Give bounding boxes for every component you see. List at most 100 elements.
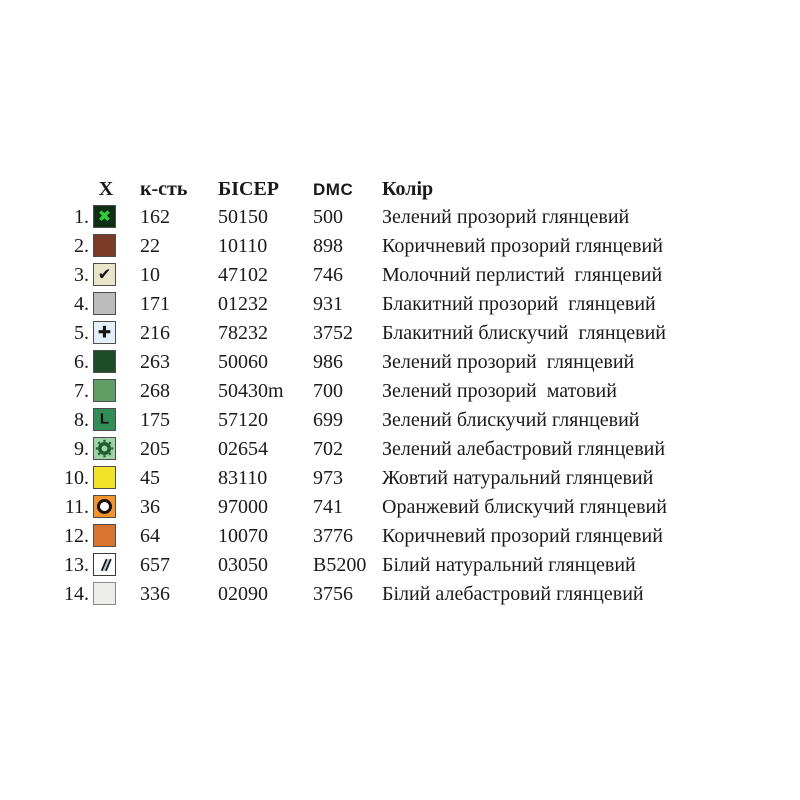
donut-icon — [97, 499, 112, 514]
color-cell: Молочний перлистий глянцевий — [382, 263, 663, 286]
row-number: 13. — [64, 553, 89, 576]
count-cell: 205 — [140, 437, 170, 460]
count-cell: 216 — [140, 321, 170, 344]
color-cell: Зелений прозорий матовий — [382, 379, 617, 402]
symbol-cell — [89, 524, 137, 547]
symbol-cell: ✔ — [89, 263, 137, 286]
table-row: 1. ✖ 162 50150 500 Зелений прозорий глян… — [61, 202, 667, 231]
row-number: 10. — [64, 466, 89, 489]
legend-rows: 1. ✖ 162 50150 500 Зелений прозорий глян… — [61, 202, 667, 608]
symbol-cell — [89, 234, 137, 257]
bead-cell: 01232 — [218, 292, 268, 315]
symbol-swatch — [93, 553, 116, 576]
dmc-cell: 700 — [313, 379, 343, 402]
color-cell: Зелений блискучий глянцевий — [382, 408, 640, 431]
dmc-cell: 741 — [313, 495, 343, 518]
row-number: 4. — [74, 292, 89, 315]
header-color: Колір — [382, 178, 434, 200]
dmc-cell: 931 — [313, 292, 343, 315]
row-number: 5. — [74, 321, 89, 344]
symbol-swatch: ✖ — [93, 205, 116, 228]
color-cell: Білий алебастровий глянцевий — [382, 582, 644, 605]
bead-cell: 02654 — [218, 437, 268, 460]
color-cell: Зелений алебастровий глянцевий — [382, 437, 666, 460]
symbol-swatch — [93, 437, 116, 460]
count-cell: 263 — [140, 350, 170, 373]
table-row: 11. 36 97000 741 Оранжевий блискучий гля… — [61, 492, 667, 521]
row-number: 1. — [74, 205, 89, 228]
color-cell: Зелений прозорий глянцевий — [382, 205, 630, 228]
row-number: 7. — [74, 379, 89, 402]
letter-L-icon: L — [99, 410, 110, 428]
count-cell: 45 — [140, 466, 160, 489]
count-cell: 175 — [140, 408, 170, 431]
header-bead: БІСЕР — [218, 178, 280, 200]
bead-cell: 83110 — [218, 466, 268, 489]
symbol-swatch — [93, 379, 116, 402]
row-number: 14. — [64, 582, 89, 605]
dmc-cell: 898 — [313, 234, 343, 257]
bead-cell: 10110 — [218, 234, 268, 257]
symbol-swatch — [93, 495, 116, 518]
color-legend-table: X к-сть БІСЕР DMC Колір 1. ✖ 162 50150 5… — [61, 176, 667, 608]
symbol-swatch — [93, 292, 116, 315]
table-row: 13. 657 03050 B5200 Білий натуральний гл… — [61, 550, 667, 579]
color-cell: Оранжевий блискучий глянцевий — [382, 495, 667, 518]
dmc-cell: 702 — [313, 437, 343, 460]
table-row: 12. 64 10070 3776 Коричневий прозорий гл… — [61, 521, 667, 550]
dmc-cell: 746 — [313, 263, 343, 286]
count-cell: 22 — [140, 234, 160, 257]
bead-cell: 02090 — [218, 582, 268, 605]
color-cell: Блакитний блискучий глянцевий — [382, 321, 666, 344]
count-cell: 657 — [140, 553, 170, 576]
dmc-cell: 973 — [313, 466, 343, 489]
row-number: 6. — [74, 350, 89, 373]
symbol-swatch: ✚ — [93, 321, 116, 344]
symbol-cell — [89, 466, 137, 489]
x-cross-icon: ✖ — [97, 206, 112, 225]
color-cell: Білий натуральний глянцевий — [382, 553, 636, 576]
bead-cell: 03050 — [218, 553, 268, 576]
count-cell: 162 — [140, 205, 170, 228]
symbol-swatch: L — [93, 408, 116, 431]
color-cell: Блакитний прозорий глянцевий — [382, 292, 656, 315]
bead-cell: 50060 — [218, 350, 268, 373]
table-row: 9. 205 02654 702 Зелений алебастровий гл… — [61, 434, 667, 463]
bead-cell: 50430m — [218, 379, 284, 402]
color-cell: Жовтий натуральний глянцевий — [382, 466, 654, 489]
table-row: 8. L 175 57120 699 Зелений блискучий гля… — [61, 405, 667, 434]
dmc-cell: 3776 — [313, 524, 353, 547]
count-cell: 336 — [140, 582, 170, 605]
symbol-cell — [89, 553, 137, 576]
plus-icon: ✚ — [97, 322, 112, 341]
symbol-cell — [89, 582, 137, 605]
symbol-swatch — [93, 524, 116, 547]
symbol-swatch: ✔ — [93, 263, 116, 286]
bead-cell: 57120 — [218, 408, 268, 431]
bead-cell: 78232 — [218, 321, 268, 344]
symbol-cell: L — [89, 408, 137, 431]
row-number: 9. — [74, 437, 89, 460]
symbol-cell — [89, 379, 137, 402]
color-cell: Коричневий прозорий глянцевий — [382, 234, 663, 257]
table-row: 3. ✔ 10 47102 746 Молочний перлистий гля… — [61, 260, 667, 289]
dmc-cell: 699 — [313, 408, 343, 431]
symbol-swatch — [93, 466, 116, 489]
dmc-cell: 3752 — [313, 321, 353, 344]
symbol-cell: ✖ — [89, 205, 137, 228]
gear-icon — [95, 439, 114, 458]
symbol-cell — [89, 350, 137, 373]
count-cell: 36 — [140, 495, 160, 518]
header-dmc: DMC — [313, 179, 354, 199]
symbol-cell — [89, 437, 137, 460]
dmc-cell: 3756 — [313, 582, 353, 605]
count-cell: 268 — [140, 379, 170, 402]
table-row: 4. 171 01232 931 Блакитний прозорий глян… — [61, 289, 667, 318]
bead-cell: 50150 — [218, 205, 268, 228]
row-number: 2. — [74, 234, 89, 257]
check-icon: ✔ — [97, 264, 112, 283]
dmc-cell: 986 — [313, 350, 343, 373]
legend-header-row: X к-сть БІСЕР DMC Колір — [61, 176, 667, 202]
row-number: 12. — [64, 524, 89, 547]
count-cell: 171 — [140, 292, 170, 315]
